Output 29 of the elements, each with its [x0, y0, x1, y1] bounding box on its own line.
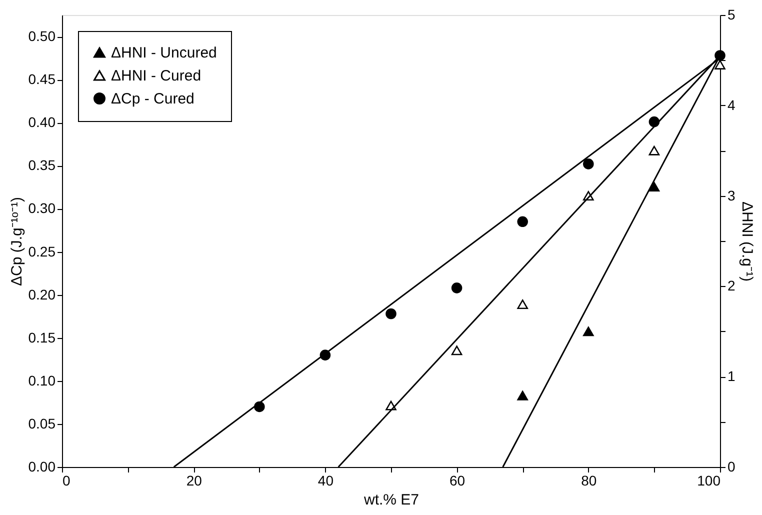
y-tick-label: 0.40 — [28, 114, 56, 130]
x-tick-label: 60 — [450, 472, 466, 488]
y2-tick-label: 1 — [728, 368, 736, 384]
y2-axis-title: ΔHNI (J.g⁻¹) — [738, 201, 756, 282]
y-tick-label: 0.20 — [28, 286, 56, 302]
y2-tick-label: 5 — [728, 6, 736, 22]
x-tick-label: 100 — [697, 472, 721, 488]
y2-tick-label: 4 — [728, 96, 736, 113]
y-tick-label: 0.35 — [28, 157, 56, 174]
y-tick-label: 0.15 — [28, 329, 56, 346]
y-tick-label: 0.30 — [28, 200, 56, 216]
y-tick-label: 0.05 — [28, 415, 56, 432]
legend-label: ΔHNI - Uncured — [111, 44, 217, 62]
x-tick-label: 0 — [62, 472, 70, 488]
x-axis-title: wt.% E7 — [362, 492, 420, 508]
legend-label: ΔCp - Cured — [111, 90, 194, 108]
y2-tick-label: 3 — [728, 187, 736, 204]
y-tick-label: 0.00 — [28, 458, 56, 474]
x-tick-label: 80 — [581, 472, 597, 488]
x-tick-label: 20 — [186, 472, 202, 488]
y2-tick-label: 2 — [728, 278, 736, 294]
x-tick-label: 40 — [318, 472, 334, 488]
y-tick-label: 0.45 — [28, 71, 56, 88]
y-tick-label: 0.50 — [28, 28, 56, 44]
y-tick-label: 0.25 — [28, 243, 56, 260]
legend-label: ΔHNI - Cured — [111, 68, 202, 84]
y-axis-title: ΔCp (J.g⁻¹ᵒ⁻¹) — [8, 196, 26, 286]
y-tick-label: 0.10 — [28, 372, 56, 388]
y2-tick-label: 0 — [728, 458, 736, 474]
